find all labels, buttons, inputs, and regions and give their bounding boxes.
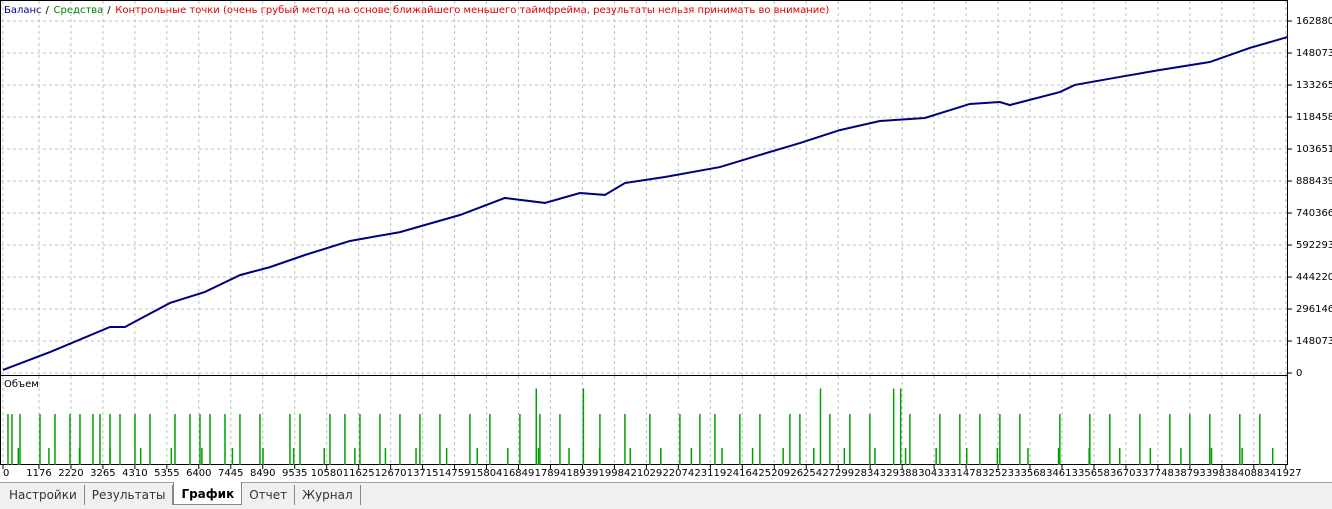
- x-tick-label: 6400: [186, 468, 211, 479]
- x-tick-label: 3265: [90, 468, 115, 479]
- x-tick-label: 8490: [250, 468, 275, 479]
- legend-entry: Средства: [54, 5, 104, 16]
- x-tick-label: 41927: [1270, 468, 1302, 479]
- x-tick-label: 32523: [982, 468, 1014, 479]
- x-tick-label: 11625: [343, 468, 375, 479]
- x-tick-label: 31478: [950, 468, 982, 479]
- x-tick-label: 14759: [439, 468, 471, 479]
- x-tick-label: 19984: [599, 468, 631, 479]
- x-tick-label: 35658: [1078, 468, 1110, 479]
- y-tick-label: 148073: [1296, 336, 1332, 347]
- x-tick-label: 26254: [790, 468, 822, 479]
- y-tick-label: 444220: [1296, 272, 1332, 283]
- x-tick-label: 16849: [503, 468, 535, 479]
- x-tick-label: 30433: [918, 468, 950, 479]
- x-tick-label: 13715: [407, 468, 439, 479]
- separator: /: [46, 5, 50, 16]
- x-tick-label: 39838: [1206, 468, 1238, 479]
- y-tick-label: 1184585: [1296, 112, 1332, 123]
- x-tick-label: 36703: [1110, 468, 1142, 479]
- x-tick-label: 37748: [1142, 468, 1174, 479]
- x-tick-label: 27299: [822, 468, 854, 479]
- x-tick-label: 12670: [375, 468, 407, 479]
- x-tick-label: 7445: [218, 468, 243, 479]
- x-tick-label: 9535: [282, 468, 307, 479]
- pane-title: Объем: [4, 379, 39, 390]
- tab-bar: Настройки Результаты График Отчет Журнал: [0, 482, 1332, 509]
- x-tick-label: 22074: [662, 468, 694, 479]
- x-tick-label: 1176: [26, 468, 51, 479]
- x-tick-label: 21029: [630, 468, 662, 479]
- balance-line: [2, 35, 1289, 371]
- legend-entry: Баланс: [4, 5, 42, 16]
- legend-entry: Контрольные точки (очень грубый метод на…: [115, 5, 829, 16]
- y-tick-label: 0: [1296, 368, 1302, 379]
- x-tick-label: 17894: [535, 468, 567, 479]
- plot-frame: [0, 0, 1288, 465]
- x-tick-label: 38793: [1174, 468, 1206, 479]
- x-tick-label: 5355: [154, 468, 179, 479]
- y-tick-label: 296146: [1296, 304, 1332, 315]
- y-tick-label: 740366: [1296, 208, 1332, 219]
- x-tick-label: 40883: [1238, 468, 1270, 479]
- x-tick-label: 34613: [1046, 468, 1078, 479]
- y-tick-label: 888439: [1296, 176, 1332, 187]
- x-tick-label: 29388: [886, 468, 918, 479]
- x-tick-label: 18939: [567, 468, 599, 479]
- x-tick-label: 15804: [471, 468, 503, 479]
- tab[interactable]: График: [173, 482, 243, 505]
- separator: /: [107, 5, 111, 16]
- x-tick-label: 2220: [58, 468, 83, 479]
- y-tick-label: 1332659: [1296, 80, 1332, 91]
- x-tick-label: 10580: [311, 468, 343, 479]
- x-tick-label: 33568: [1014, 468, 1046, 479]
- x-tick-label: 0: [3, 468, 9, 479]
- tab[interactable]: Журнал: [295, 485, 361, 505]
- x-tick-label: 24164: [726, 468, 758, 479]
- x-tick-label: 4310: [122, 468, 147, 479]
- chart: Баланс / Средства / Контрольные точки (очень…: [0, 0, 1332, 479]
- tab[interactable]: Настройки: [2, 485, 85, 505]
- y-tick-label: 592293: [1296, 240, 1332, 251]
- x-tick-label: 23119: [694, 468, 726, 479]
- y-tick-label: 1036512: [1296, 144, 1332, 155]
- tab[interactable]: Отчет: [242, 485, 296, 505]
- tab[interactable]: Результаты: [85, 485, 174, 505]
- x-tick-label: 28343: [854, 468, 886, 479]
- y-tick-label: 1628805: [1296, 16, 1332, 27]
- x-tick-label: 25209: [758, 468, 790, 479]
